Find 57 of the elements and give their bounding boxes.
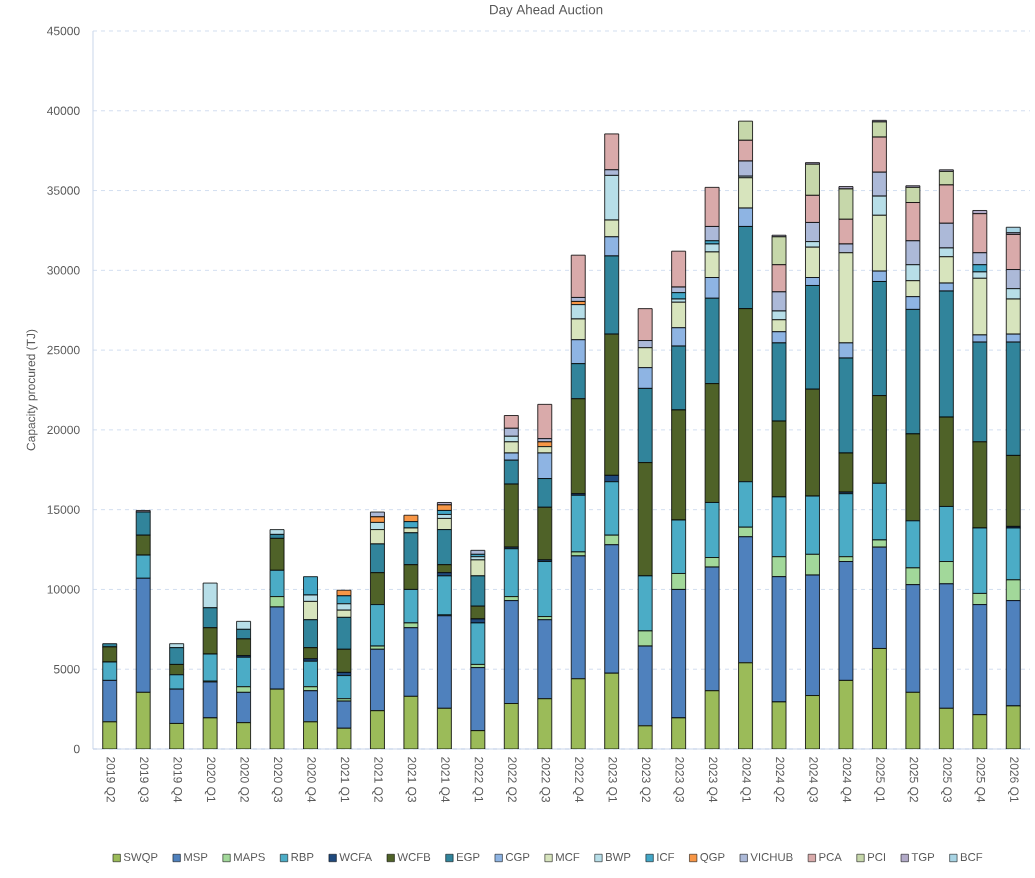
x-tick-label: 2024 Q1	[740, 757, 751, 802]
x-tick-label: 2020 Q4	[305, 757, 316, 803]
legend-label: ICF	[657, 853, 675, 862]
x-tick-label: 2025 Q2	[907, 757, 919, 802]
y-tick-label: 10000	[47, 585, 80, 594]
legend-label: VICHUB	[750, 853, 793, 862]
legend-label: BWP	[606, 853, 631, 861]
legend-label: WCFA	[339, 853, 373, 862]
y-tick-label: 15000	[47, 505, 80, 514]
x-tick-label: 2022 Q1	[472, 757, 484, 802]
x-tick-label: 2023 Q4	[706, 757, 718, 803]
y-tick-label: 30000	[47, 266, 80, 275]
x-tick-label: 2019 Q4	[171, 757, 182, 803]
y-tick-label: 5000	[53, 664, 80, 674]
y-tick-label: 45000	[47, 26, 80, 36]
y-tick-label: 20000	[47, 425, 80, 435]
x-tick-label: 2025 Q1	[874, 757, 885, 802]
x-tick-label: 2020 Q3	[271, 757, 283, 803]
legend-label: MCF	[556, 853, 580, 862]
legend-label: SWQP	[123, 853, 158, 864]
legend-label: CGP	[505, 853, 530, 862]
x-tick-label: 2022 Q2	[505, 757, 517, 802]
x-tick-label: 2024 Q4	[840, 757, 852, 803]
x-tick-label: 2026 Q1	[1007, 757, 1019, 802]
legend-label: MAPS	[234, 853, 265, 862]
legend-label: EGP	[457, 853, 480, 862]
x-tick-label: 2021 Q4	[439, 757, 450, 803]
x-tick-label: 2022 Q3	[539, 757, 551, 803]
x-tick-label: 2025 Q3	[941, 757, 952, 803]
legend-label: TGP	[911, 853, 935, 862]
x-tick-label: 2019 Q2	[104, 757, 116, 802]
legend-label: PCI	[868, 853, 886, 862]
x-tick-label: 2024 Q3	[807, 757, 818, 803]
y-tick-label: 0	[73, 744, 80, 754]
x-tick-label: 2020 Q2	[238, 757, 249, 802]
x-tick-label: 2023 Q1	[606, 757, 618, 802]
legend-label: RBP	[291, 853, 314, 861]
x-tick-label: 2023 Q3	[673, 757, 684, 803]
y-tick-label: 40000	[47, 106, 80, 116]
legend-label: QGP	[700, 853, 725, 864]
x-tick-label: 2021 Q1	[338, 757, 350, 802]
legend-label: BCF	[960, 853, 983, 862]
legend-label: PCA	[819, 853, 842, 862]
x-tick-label: 2019 Q3	[137, 757, 149, 803]
chart-title: Day Ahead Auction	[490, 4, 603, 17]
x-tick-label: 2021 Q3	[405, 757, 417, 803]
legend-label: MSP	[184, 853, 208, 862]
x-tick-label: 2024 Q2	[773, 757, 785, 802]
y-tick-label: 35000	[47, 186, 80, 195]
x-tick-label: 2025 Q4	[974, 757, 986, 803]
y-axis-title: Capacity procured (TJ)	[26, 329, 38, 451]
x-tick-label: 2020 Q1	[204, 757, 216, 802]
y-tick-label: 25000	[47, 345, 80, 355]
x-tick-label: 2021 Q2	[372, 757, 383, 802]
legend-label: WCFB	[397, 853, 431, 862]
x-tick-label: 2023 Q2	[639, 757, 651, 802]
x-tick-label: 2022 Q4	[572, 757, 584, 803]
